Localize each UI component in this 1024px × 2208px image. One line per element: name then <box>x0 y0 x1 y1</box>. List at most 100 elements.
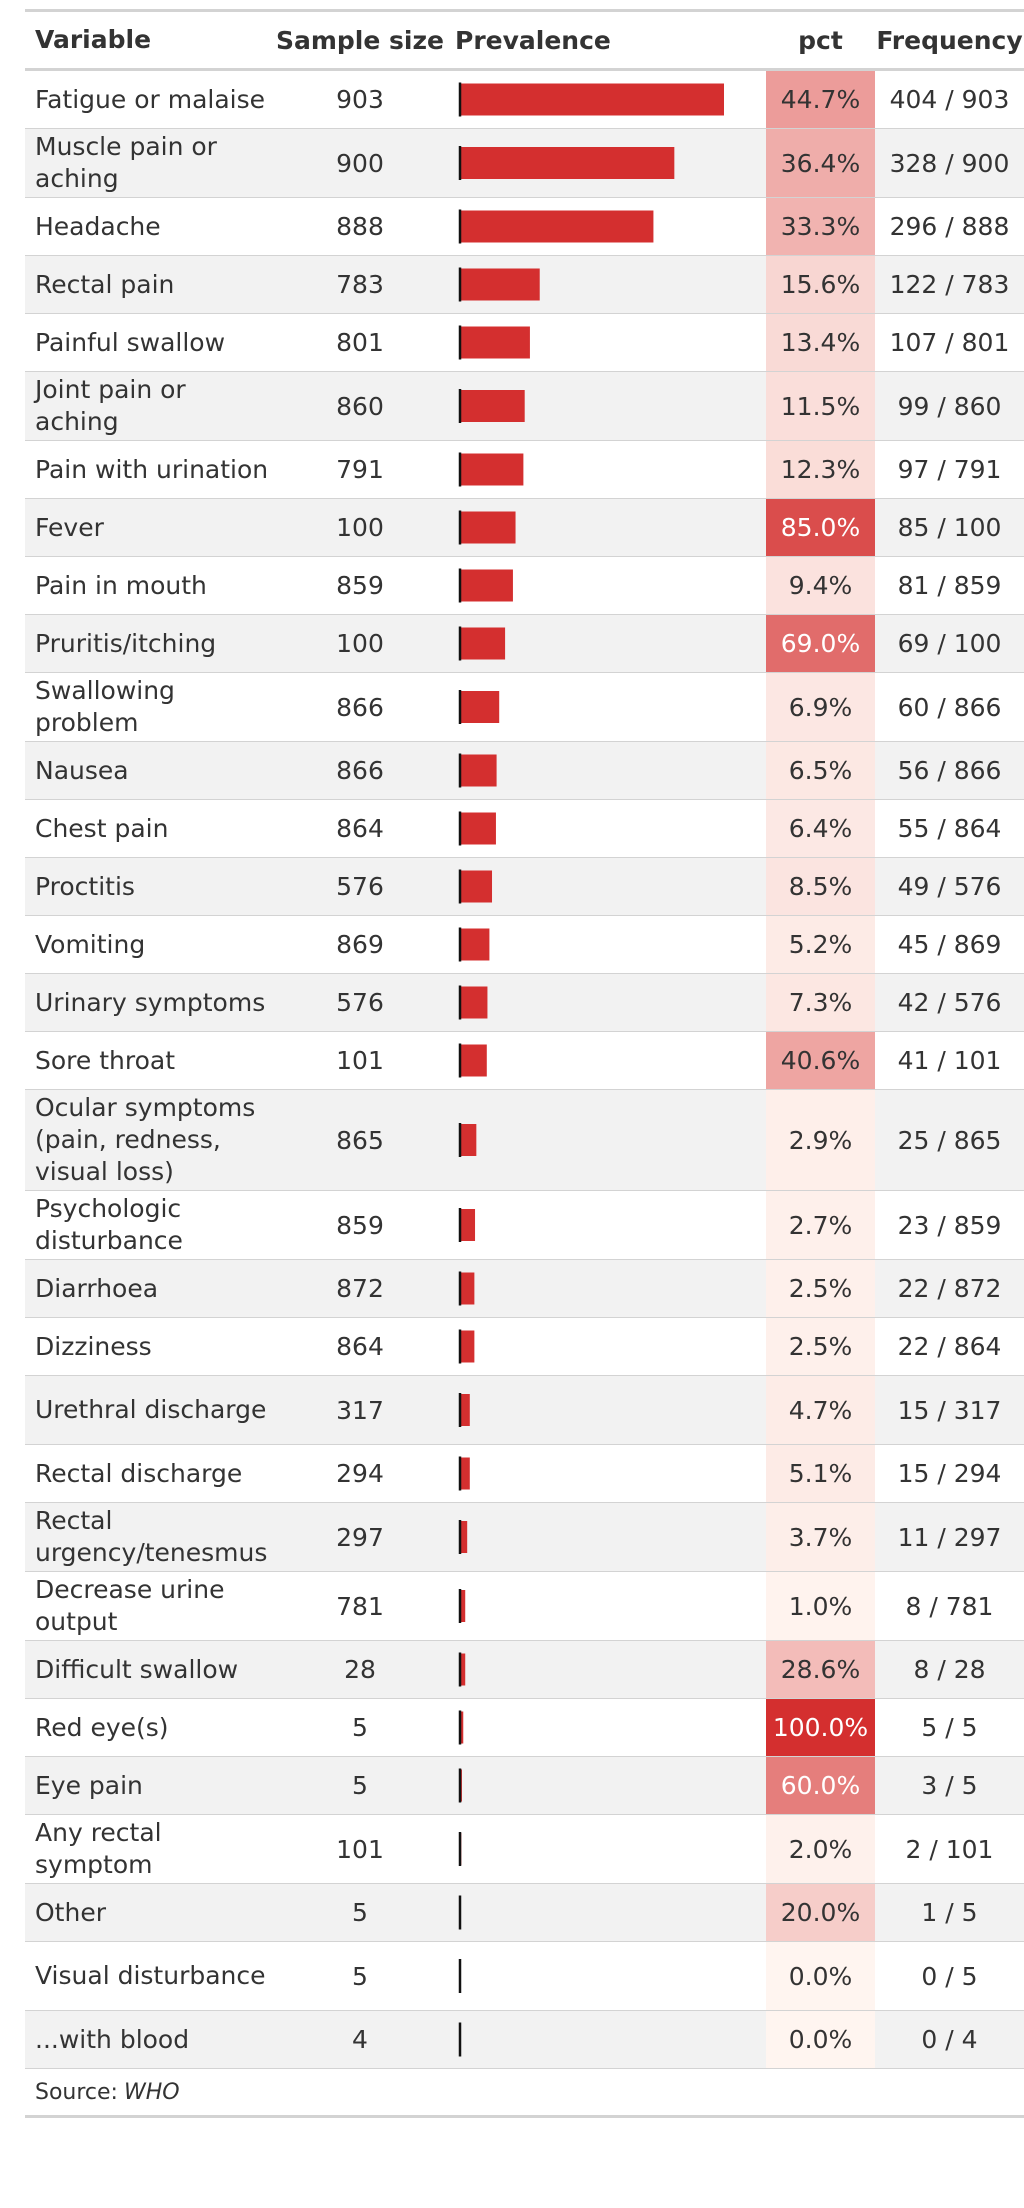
prevalence-bar-svg <box>458 1589 466 1623</box>
prevalence-bar-svg <box>458 389 525 423</box>
cell-sample-size: 576 <box>336 988 384 1017</box>
cell-variable: Pain in mouth <box>35 570 207 600</box>
cell-frequency: 85 / 100 <box>897 513 1002 542</box>
cell-frequency: 5 / 5 <box>921 1713 978 1742</box>
prevalence-bar <box>460 268 540 301</box>
prevalence-bar-svg <box>458 1520 468 1554</box>
prevalence-bar-svg <box>458 927 490 962</box>
cell-pct: 9.4% <box>766 557 875 614</box>
prevalence-bar <box>460 1272 475 1305</box>
prevalence-bar-svg <box>458 2022 462 2057</box>
cell-frequency: 25 / 865 <box>897 1125 1002 1155</box>
cell-prevalence <box>445 198 766 255</box>
cell-sample-size: 4 <box>352 2025 368 2054</box>
cell-variable: Swallowing problem <box>35 676 175 737</box>
cell-prevalence <box>445 800 766 857</box>
prevalence-bar <box>460 1653 466 1686</box>
prevalence-bar <box>460 1124 477 1156</box>
cell-sample-size: 866 <box>336 756 384 785</box>
cell-pct: 6.4% <box>766 800 875 857</box>
cell-variable: Any rectal symptom <box>35 1818 162 1879</box>
table-row: Muscle pain or aching 900 36.4% 328 / 900 <box>25 129 1024 198</box>
cell-pct: 2.9% <box>766 1090 875 1190</box>
table-row: Urinary symptoms 576 7.3% 42 / 576 <box>25 974 1024 1032</box>
prevalence-bar-svg <box>458 82 724 117</box>
cell-pct: 4.7% <box>766 1376 875 1444</box>
cell-prevalence <box>445 1942 766 2010</box>
cell-prevalence <box>445 1815 766 1883</box>
cell-variable: Headache <box>35 211 161 241</box>
table-row: Headache 888 33.3% 296 / 888 <box>25 198 1024 256</box>
cell-sample-size: 101 <box>336 1834 384 1864</box>
cell-prevalence <box>445 71 766 128</box>
cell-pct: 69.0% <box>766 615 875 672</box>
cell-prevalence <box>445 1090 766 1190</box>
cell-variable: Difficult swallow <box>35 1654 239 1684</box>
table-row: Psychologic disturbance 859 2.7% 23 / 859 <box>25 1191 1024 1260</box>
prevalence-bar-svg <box>458 690 500 724</box>
cell-pct: 44.7% <box>766 71 875 128</box>
table-row: Vomiting 869 5.2% 45 / 869 <box>25 916 1024 974</box>
cell-variable: Joint pain or aching <box>35 375 186 436</box>
prevalence-bar <box>460 1590 466 1622</box>
cell-sample-size: 317 <box>336 1395 384 1425</box>
cell-sample-size: 576 <box>336 872 384 901</box>
table-row: Difficult swallow 28 28.6% 8 / 28 <box>25 1641 1024 1699</box>
cell-sample-size: 100 <box>336 513 384 542</box>
cell-prevalence <box>445 916 766 973</box>
prevalence-bar <box>460 1457 470 1490</box>
header-sample-size: Sample size <box>275 25 444 55</box>
cell-pct: 2.0% <box>766 1815 875 1883</box>
cell-variable: Painful swallow <box>35 327 226 357</box>
cell-sample-size: 791 <box>336 455 384 484</box>
cell-prevalence <box>445 1318 766 1375</box>
cell-variable: Red eye(s) <box>35 1712 169 1742</box>
cell-variable: Rectal urgency/tenesmus <box>35 1506 268 1567</box>
cell-pct: 2.5% <box>766 1260 875 1317</box>
cell-frequency: 11 / 297 <box>897 1522 1002 1552</box>
prevalence-bar-svg <box>458 1959 462 1993</box>
cell-pct: 3.7% <box>766 1503 875 1571</box>
table-row: Chest pain 864 6.4% 55 / 864 <box>25 800 1024 858</box>
cell-prevalence <box>445 314 766 371</box>
prevalence-bar <box>460 870 493 903</box>
cell-frequency: 55 / 864 <box>897 814 1002 843</box>
cell-frequency: 22 / 864 <box>897 1332 1002 1361</box>
prevalence-bar <box>460 928 490 961</box>
cell-variable: Nausea <box>35 755 129 785</box>
cell-sample-size: 872 <box>336 1274 384 1303</box>
prevalence-bar <box>460 691 500 723</box>
cell-frequency: 41 / 101 <box>897 1046 1002 1075</box>
cell-frequency: 328 / 900 <box>889 148 1010 178</box>
prevalence-bar-svg <box>458 753 497 788</box>
cell-frequency: 122 / 783 <box>889 270 1010 299</box>
prevalence-bar-svg <box>458 1271 475 1306</box>
cell-sample-size: 859 <box>336 571 384 600</box>
cell-frequency: 45 / 869 <box>897 930 1002 959</box>
prevalence-bar-svg <box>458 209 654 244</box>
cell-pct: 60.0% <box>766 1757 875 1814</box>
cell-pct: 5.2% <box>766 916 875 973</box>
cell-frequency: 81 / 859 <box>897 571 1002 600</box>
cell-pct: 8.5% <box>766 858 875 915</box>
cell-variable: Sore throat <box>35 1045 176 1075</box>
cell-prevalence <box>445 1445 766 1502</box>
table-row: Sore throat 101 40.6% 41 / 101 <box>25 1032 1024 1090</box>
prevalence-bar-svg <box>458 1393 470 1427</box>
cell-variable: Muscle pain or aching <box>35 132 217 193</box>
cell-variable: Dizziness <box>35 1331 152 1361</box>
cell-sample-size: 297 <box>336 1522 384 1552</box>
cell-pct: 85.0% <box>766 499 875 556</box>
cell-frequency: 8 / 781 <box>905 1591 994 1621</box>
prevalence-bar-svg <box>458 1832 462 1866</box>
cell-sample-size: 100 <box>336 629 384 658</box>
cell-pct: 1.0% <box>766 1572 875 1640</box>
prevalence-bar <box>460 1711 464 1744</box>
cell-frequency: 22 / 872 <box>897 1274 1002 1303</box>
cell-sample-size: 866 <box>336 692 384 722</box>
cell-frequency: 107 / 801 <box>889 328 1010 357</box>
prevalence-bar-svg <box>458 568 513 603</box>
prevalence-bar <box>460 326 530 359</box>
cell-prevalence <box>445 1884 766 1941</box>
cell-variable: Urinary symptoms <box>35 987 266 1017</box>
